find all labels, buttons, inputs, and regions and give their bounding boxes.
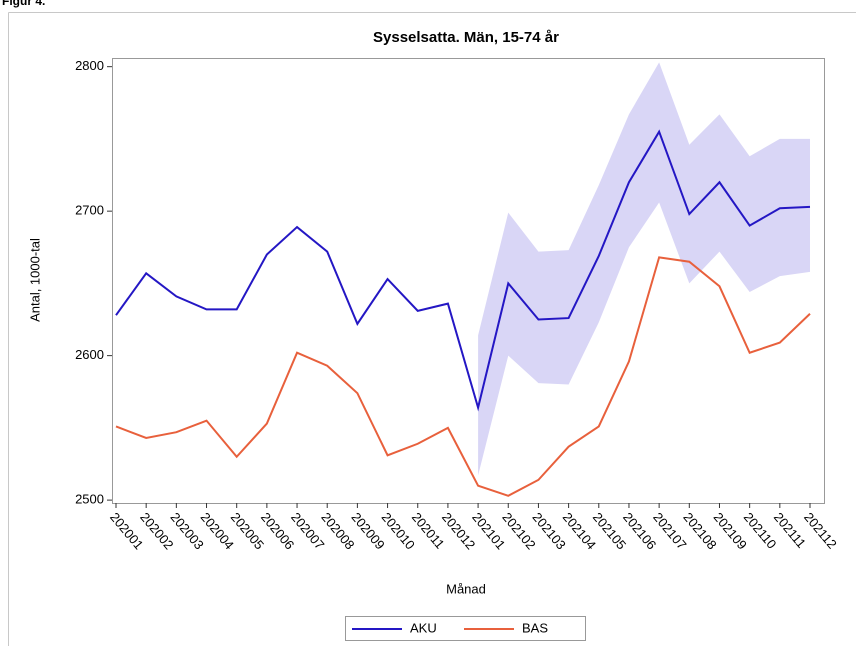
confidence-band <box>478 62 810 476</box>
y-axis-label: Antal, 1000-tal <box>27 238 42 322</box>
y-tick-label: 2700 <box>75 203 104 218</box>
y-tick-label: 2500 <box>75 492 104 507</box>
y-tick-label: 2600 <box>75 347 104 362</box>
figure-label: Figur 4. <box>2 0 45 8</box>
y-tick-label: 2800 <box>75 58 104 73</box>
legend-label: AKU <box>410 620 437 635</box>
line-series <box>115 256 811 497</box>
legend-box <box>345 616 586 641</box>
chart-title: Sysselsatta. Män, 15-74 år <box>373 29 559 46</box>
plot-frame <box>112 58 825 504</box>
x-tick-label: 202112 <box>801 509 840 551</box>
line-series <box>115 129 811 412</box>
legend-label: BAS <box>522 620 548 635</box>
x-tick-label: 202111 <box>771 509 809 550</box>
x-axis-label: Månad <box>446 581 486 596</box>
